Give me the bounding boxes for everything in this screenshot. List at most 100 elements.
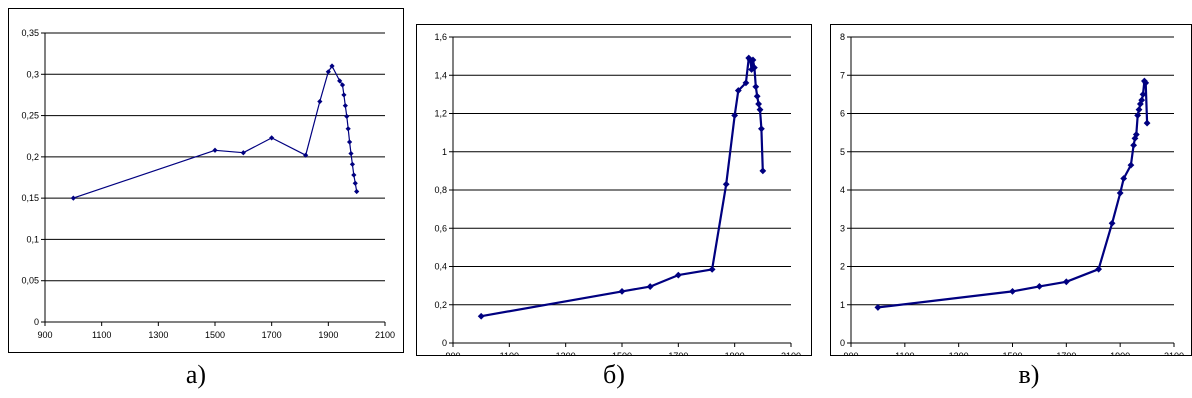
y-tick-label: 0,05 [21,276,39,286]
data-point [731,112,739,119]
y-tick-label: 0,3 [26,69,39,79]
y-tick-label: 0,15 [21,193,39,203]
y-tick-label: 6 [840,109,845,119]
data-point [269,135,275,141]
x-tick-label: 900 [843,351,858,355]
x-tick-label: 1900 [1110,351,1130,355]
data-point [346,139,353,145]
y-tick-label: 1 [840,300,845,310]
x-tick-label: 1900 [725,351,745,355]
x-tick-label: 1700 [262,330,282,340]
data-point [341,92,347,98]
line-chart-a: 0 0,05 0,1 0,15 0,2 0,25 0,3 0,35 900 1100 1300 150… [21,28,395,340]
data-point [344,113,350,119]
data-point [759,167,767,175]
x-tick-label: 900 [37,330,52,340]
data-point [1131,134,1139,142]
y-tick-label: 7 [840,70,845,80]
y-tick-label: 2 [840,262,845,272]
series-line [481,56,764,318]
x-tick-label: 1300 [949,351,969,355]
y-tick-label: 8 [840,32,845,42]
x-tick-label: 900 [445,351,460,355]
y-tick-label: 1,6 [434,32,447,42]
y-tick-label: 0,1 [26,234,39,244]
data-point [753,92,761,100]
line-chart-c: 0 1 2 3 4 5 6 7 8 900 1100 1300 1500 1700 1900 2100 [840,32,1184,355]
y-tick-label: 0,6 [434,223,447,233]
y-tick-label: 0,25 [21,111,39,121]
data-point [1095,265,1103,273]
data-point [477,312,485,320]
data-point [329,63,335,69]
x-tick-label: 2100 [375,330,395,340]
y-tick-label: 0 [34,317,39,327]
data-point [722,180,730,188]
data-point [1036,282,1043,290]
y-tick-label: 0,35 [21,28,39,38]
y-tick-label: 1,2 [434,109,447,119]
data-point [734,87,742,94]
y-tick-label: 0,4 [434,262,447,272]
data-point [352,180,358,186]
data-point [674,271,682,279]
x-tick-label: 1100 [92,330,111,340]
data-point [337,78,343,84]
x-tick-label: 2100 [1164,351,1184,355]
data-point [1132,131,1140,138]
data-point [1009,287,1016,295]
y-tick-label: 3 [840,223,845,233]
x-tick-label: 1100 [500,351,519,355]
chart-panel-c: 0 1 2 3 4 5 6 7 8 900 1100 1300 1500 1700 1900 2100 [830,24,1192,356]
data-point [70,195,76,201]
x-tick-label: 1300 [148,330,168,340]
x-tick-label: 1500 [1002,351,1022,355]
y-tick-label: 0,8 [434,185,447,195]
data-point [1127,161,1135,169]
data-point [758,125,765,133]
x-tick-label: 1900 [318,330,338,340]
x-tick-label: 1100 [895,351,914,355]
series-line [73,65,358,199]
data-point [342,103,348,109]
line-chart-b: 0 0,2 0,4 0,6 0,8 1 1,2 1,4 1,6 900 1100 1300 1500 17… [434,32,801,355]
x-tick-label: 1500 [205,330,225,340]
y-tick-label: 0,2 [26,152,39,162]
data-point [742,79,750,87]
chart-panel-a: 0 0,05 0,1 0,15 0,2 0,25 0,3 0,35 900 1100 1300 150… [8,8,404,353]
chart-caption-b: б) [603,360,625,389]
data-point [349,161,356,167]
data-point [354,188,360,195]
chart-panel-b: 0 0,2 0,4 0,6 0,8 1 1,2 1,4 1,6 900 1100 1300 1500 17… [416,24,812,356]
series-line [877,79,1149,309]
data-point [1135,106,1143,114]
data-point [339,82,346,88]
x-tick-label: 2100 [781,351,801,355]
data-point [1108,219,1116,227]
data-point [618,287,626,295]
y-tick-label: 1,4 [434,70,447,80]
data-point [874,304,882,311]
y-tick-label: 5 [840,147,845,157]
chart-caption-a: а) [185,360,207,389]
data-point [752,83,760,91]
data-point [345,126,351,132]
data-point [646,283,654,290]
data-point [749,56,757,64]
data-point [1062,278,1070,286]
data-point [303,152,309,158]
data-point [1143,119,1151,127]
chart-caption-c: в) [1018,360,1040,389]
data-point [1116,189,1124,197]
x-tick-label: 1300 [556,351,576,355]
x-tick-label: 1500 [612,351,632,355]
data-point [755,100,763,108]
x-tick-label: 1700 [668,351,688,355]
data-point [708,265,716,273]
data-point [1130,141,1138,149]
data-point [240,150,246,156]
data-point [212,147,218,153]
y-tick-label: 1 [442,147,447,157]
data-point [750,64,758,71]
data-point [351,172,357,178]
